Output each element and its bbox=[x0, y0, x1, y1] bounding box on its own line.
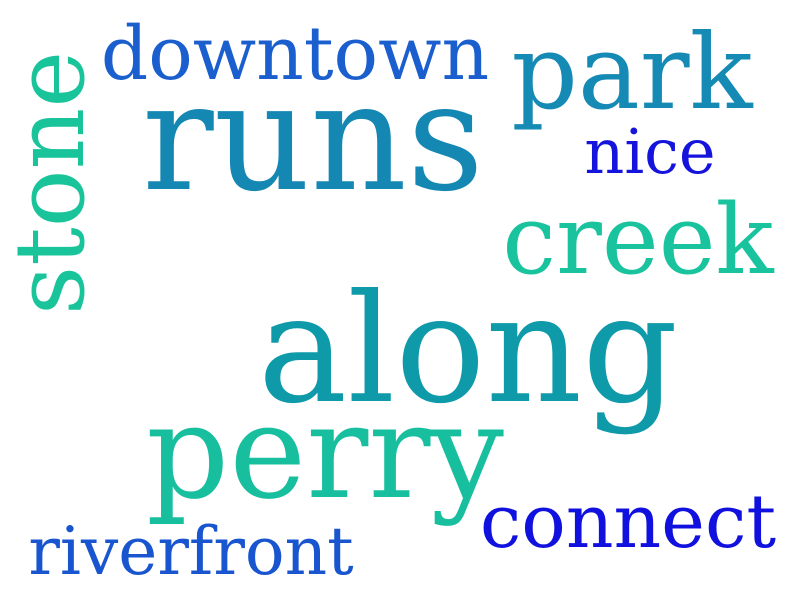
word-nice: nice bbox=[584, 115, 716, 188]
word-along: along bbox=[257, 263, 679, 437]
word-creek: creek bbox=[502, 184, 774, 296]
word-stone: stone bbox=[0, 50, 106, 316]
word-riverfront: riverfront bbox=[28, 513, 354, 590]
word-downtown: downtown bbox=[100, 11, 490, 97]
word-connect: connect bbox=[479, 479, 777, 565]
word-runs: runs bbox=[142, 51, 484, 225]
word-perry: perry bbox=[146, 376, 504, 528]
word-park: park bbox=[511, 11, 753, 133]
